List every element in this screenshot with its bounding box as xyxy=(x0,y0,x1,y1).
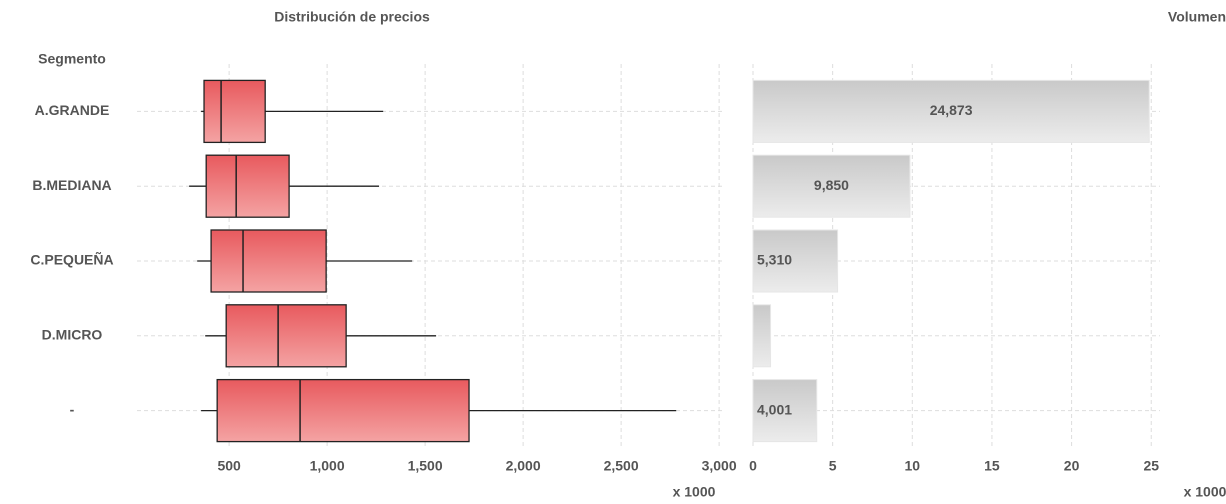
x-tick-label: 3,000 xyxy=(702,458,737,474)
x-tick-label: 20 xyxy=(1064,458,1080,474)
box xyxy=(216,378,470,443)
value-label: 9,850 xyxy=(814,177,849,193)
x-tick-label: 25 xyxy=(1143,458,1159,474)
box-plot xyxy=(137,79,725,443)
bar xyxy=(752,229,839,293)
x-tick-label: 5 xyxy=(829,458,837,474)
chart-title: Distribución de precios xyxy=(274,9,430,25)
x-tick-label: 1,500 xyxy=(408,458,443,474)
box xyxy=(210,229,327,293)
category-label: - xyxy=(70,401,75,417)
bar xyxy=(752,79,1150,143)
category-label: D.MICRO xyxy=(42,327,103,343)
bar xyxy=(752,379,818,443)
category-label: A.GRANDE xyxy=(35,102,110,118)
x-axis-label: x 1000 xyxy=(1184,484,1226,500)
y-axis-label: Segmento xyxy=(38,51,106,67)
category-label: C.PEQUEÑA xyxy=(30,251,113,268)
value-label: 4,001 xyxy=(757,401,792,417)
x-tick-label: 500 xyxy=(217,458,241,474)
box xyxy=(225,304,347,368)
x-tick-label: 1,000 xyxy=(310,458,345,474)
x-tick-label: 2,000 xyxy=(506,458,541,474)
x-axis-label: x 1000 xyxy=(673,484,716,500)
x-tick-label: 0 xyxy=(749,458,757,474)
bar xyxy=(752,304,772,368)
category-label: B.MEDIANA xyxy=(32,177,111,193)
box xyxy=(205,154,290,218)
x-tick-label: 2,500 xyxy=(604,458,639,474)
box xyxy=(203,79,266,144)
value-label: 5,310 xyxy=(757,252,792,268)
x-tick-label: 15 xyxy=(984,458,1000,474)
value-label: 24,873 xyxy=(930,102,973,118)
chart-title: Volumen xyxy=(1168,9,1226,25)
x-tick-label: 10 xyxy=(905,458,921,474)
bar xyxy=(752,154,911,218)
